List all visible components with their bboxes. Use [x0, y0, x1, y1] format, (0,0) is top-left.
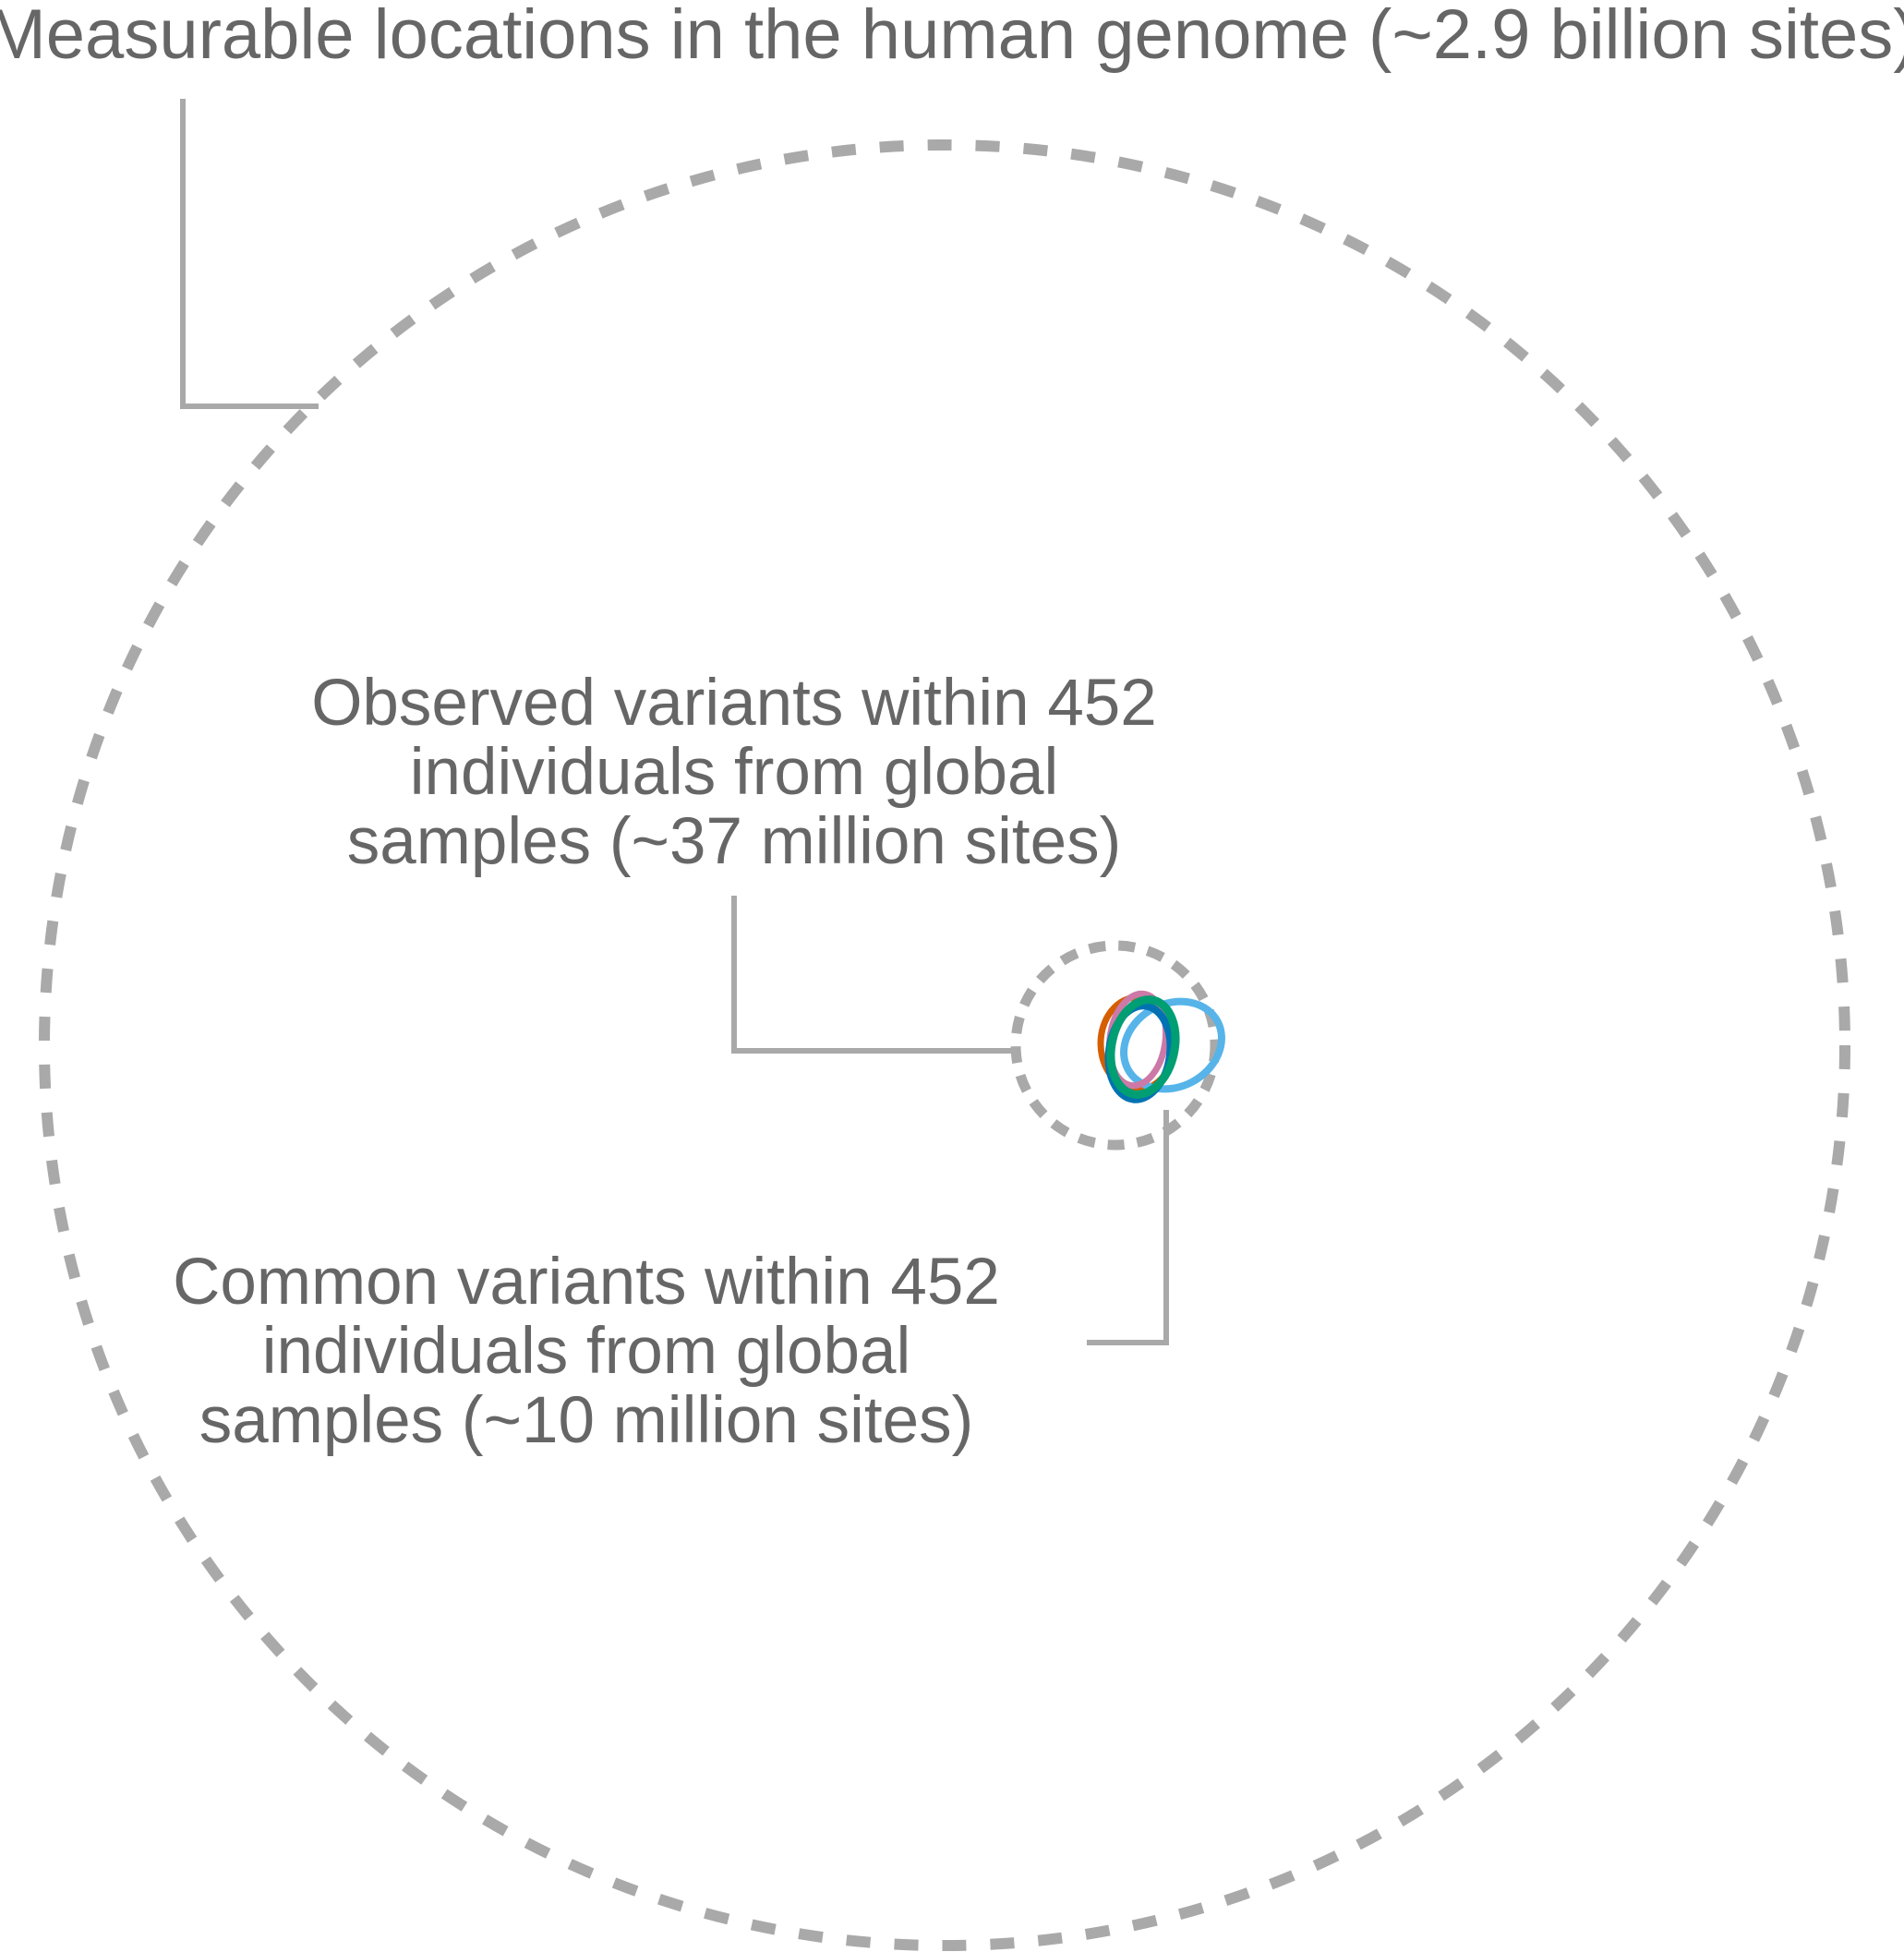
genome-leader-line — [180, 99, 319, 409]
genome-label: Measurable locations in the human genome… — [0, 0, 1904, 74]
common-label-line-1: Common variants within 452 — [173, 1246, 1000, 1319]
observed-variants-circle — [1010, 940, 1221, 1151]
genome-circle — [39, 139, 1850, 1951]
common-leader-line — [1087, 1110, 1169, 1345]
common-label-line-3: samples (~10 million sites) — [199, 1384, 973, 1457]
observed-label: Observed variants within 452 individuals… — [311, 667, 1157, 878]
population-set-green — [1106, 995, 1180, 1099]
common-label-line-2: individuals from global — [262, 1315, 910, 1388]
observed-label-line-3: samples (~37 million sites) — [347, 805, 1121, 878]
observed-leader-line — [731, 896, 1016, 1054]
common-label: Common variants within 452 individuals f… — [173, 1246, 1000, 1457]
observed-label-line-1: Observed variants within 452 — [311, 667, 1157, 740]
population-sets — [1097, 990, 1225, 1103]
observed-label-line-2: individuals from global — [410, 736, 1058, 809]
